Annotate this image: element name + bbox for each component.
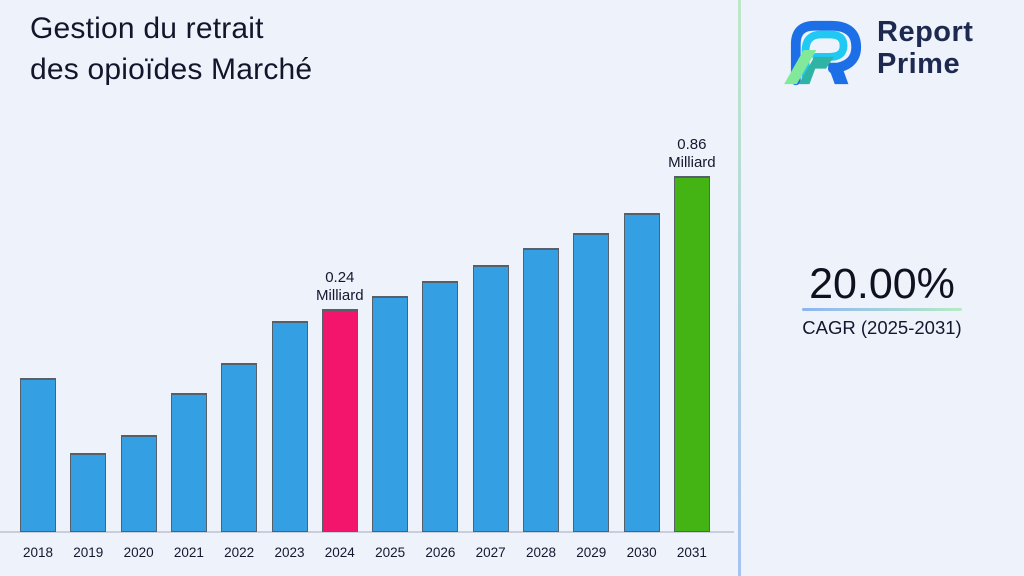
x-axis-line xyxy=(0,531,734,533)
bar-2018 xyxy=(20,378,56,532)
x-tick-2026: 2026 xyxy=(425,545,456,560)
x-tick-2018: 2018 xyxy=(22,545,54,560)
brand-name-line2: Prime xyxy=(877,48,961,80)
cagr-label: CAGR (2025-2031) xyxy=(802,317,962,338)
x-tick-2023: 2023 xyxy=(274,545,305,560)
x-tick-2024: 2024 xyxy=(324,545,355,560)
bar-chart: 2018 2019 2020 2021 2022 2023 2024 2025 2026 2027… xyxy=(0,136,734,560)
x-tick-2031: 2031 xyxy=(676,545,707,560)
bar-2031 xyxy=(673,176,710,532)
bar-2029 xyxy=(573,233,610,532)
x-tick-2030: 2030 xyxy=(626,545,657,560)
bar-2028 xyxy=(523,248,559,532)
cagr-value: 20.00% xyxy=(809,260,955,308)
bar-2027 xyxy=(472,265,509,532)
x-tick-2025: 2025 xyxy=(375,545,406,560)
bar-2026 xyxy=(422,281,459,532)
page-title-line1: Gestion du retrait xyxy=(30,12,264,45)
panel-divider xyxy=(738,0,741,576)
x-tick-2021: 2021 xyxy=(173,545,204,560)
bar-2019 xyxy=(70,453,107,532)
bar-label-2031: 0.86 Milliard xyxy=(668,136,716,171)
bar-2030 xyxy=(623,213,660,532)
cagr-panel: 20.00% CAGR (2025-2031) xyxy=(762,262,1002,339)
x-tick-2019: 2019 xyxy=(73,545,104,560)
bar-2023 xyxy=(271,321,308,532)
cagr-underline-accent xyxy=(802,308,962,311)
brand-name: Report Prime xyxy=(877,14,973,90)
bar-label-2024: 0.24 Milliard xyxy=(316,269,364,304)
page-title: Gestion du retrait des opioïdes Marché xyxy=(30,8,312,90)
report-prime-logo-icon xyxy=(784,20,862,86)
bar-2024 xyxy=(321,309,358,532)
x-tick-2028: 2028 xyxy=(525,545,557,560)
bar-2021 xyxy=(170,393,207,532)
page-title-line2: des opioïdes Marché xyxy=(30,53,313,86)
bar-2022 xyxy=(221,363,258,532)
x-tick-2020: 2020 xyxy=(123,545,154,560)
x-tick-2027: 2027 xyxy=(475,545,506,560)
bar-2025 xyxy=(372,296,409,532)
brand-logo: Report Prime xyxy=(783,14,973,90)
x-tick-2029: 2029 xyxy=(576,545,607,560)
x-tick-2022: 2022 xyxy=(224,545,255,560)
bar-2020 xyxy=(120,435,157,532)
brand-name-line1: Report xyxy=(877,16,974,48)
